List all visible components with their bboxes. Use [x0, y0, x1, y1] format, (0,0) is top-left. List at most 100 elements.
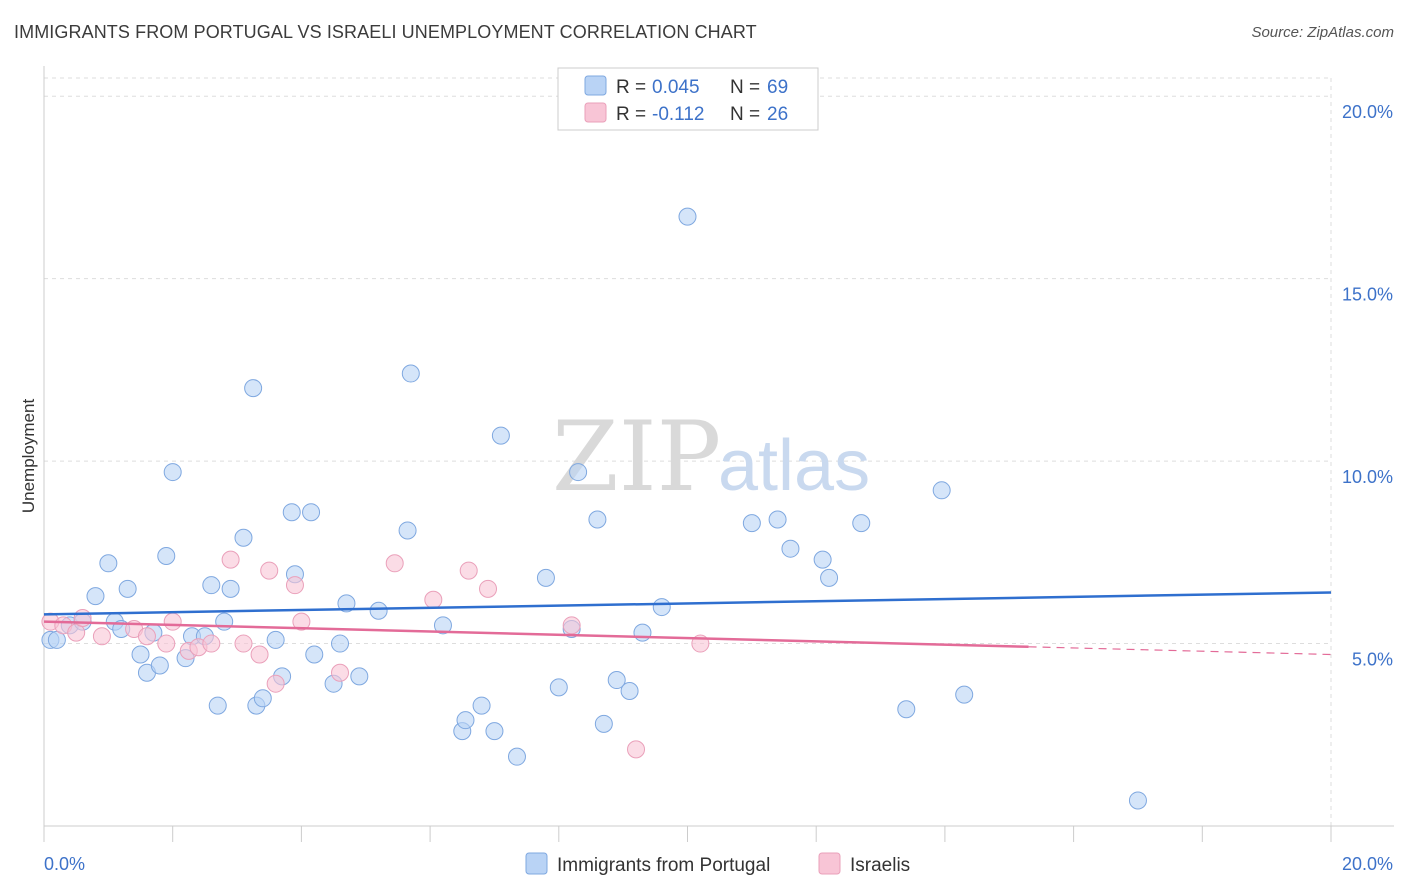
portugal-point	[472, 696, 491, 715]
israelis-point	[562, 616, 581, 635]
israelis-point	[260, 561, 279, 580]
portugal-point	[594, 714, 613, 733]
portugal-point	[742, 514, 761, 533]
portugal-point	[485, 722, 504, 741]
portugal-point	[507, 747, 526, 766]
portugal-point	[234, 528, 253, 547]
israelis-point	[285, 576, 304, 595]
portugal-point	[150, 656, 169, 675]
trend-line-israelis	[43, 620, 1029, 649]
israelis-point	[202, 634, 221, 653]
trend-lines	[43, 591, 1332, 656]
israelis-point	[157, 634, 176, 653]
legend-swatch-israelis	[584, 102, 607, 123]
israelis-point	[459, 561, 478, 580]
portugal-point	[208, 696, 227, 715]
x-tick-label: 0.0%	[44, 854, 85, 874]
portugal-point	[607, 671, 626, 690]
chart-title: IMMIGRANTS FROM PORTUGAL VS ISRAELI UNEM…	[14, 22, 757, 42]
bottom-legend-swatch-portugal	[525, 852, 548, 875]
portugal-point	[955, 685, 974, 704]
portugal-point	[99, 554, 118, 573]
portugal-point	[398, 521, 417, 540]
israelis-point	[479, 579, 498, 598]
portugal-point	[932, 481, 951, 500]
portugal-point	[781, 539, 800, 558]
portugal-point	[131, 645, 150, 664]
portugal-point	[221, 579, 240, 598]
israelis-point	[292, 612, 311, 631]
legend-r-value-israelis: -0.112	[652, 104, 704, 125]
correlation-legend: R = 0.045 N = 69 R = -0.112 N = 26	[557, 67, 819, 131]
portugal-point	[337, 594, 356, 613]
israelis-point	[221, 550, 240, 569]
israelis-point	[266, 674, 285, 693]
portugal-point	[536, 568, 555, 587]
portugal-point	[768, 510, 787, 529]
portugal-point	[302, 503, 321, 522]
portugal-point	[456, 711, 475, 730]
source-label: Source: ZipAtlas.com	[1251, 24, 1394, 41]
legend-n-label-israelis: N =	[730, 104, 760, 125]
israelis-point	[331, 663, 350, 682]
portugal-point	[266, 630, 285, 649]
legend-n-value-portugal: 69	[767, 77, 788, 98]
portugal-point	[350, 667, 369, 686]
legend-swatch-portugal	[584, 75, 607, 96]
portugal-point	[331, 634, 350, 653]
legend-r-value-portugal: 0.045	[652, 77, 700, 98]
portugal-point	[244, 379, 263, 398]
portugal-point	[852, 514, 871, 533]
watermark-atlas: atlas	[718, 426, 870, 506]
trend-line-israelis-extension	[1028, 646, 1332, 656]
portugal-point	[1128, 791, 1147, 810]
portugal-point	[588, 510, 607, 529]
bottom-legend-label-israelis: Israelis	[850, 855, 910, 876]
portugal-point	[401, 364, 420, 383]
portugal-point	[897, 700, 916, 719]
portugal-point	[620, 681, 639, 700]
y-tick-label: 15.0%	[1342, 285, 1393, 305]
x-tick-label: 20.0%	[1342, 854, 1393, 874]
portugal-point	[163, 463, 182, 482]
israelis-point	[137, 627, 156, 646]
portugal-point	[633, 623, 652, 642]
portugal-point	[118, 579, 137, 598]
x-tick-labels: 0.0% 20.0%	[44, 854, 1393, 874]
y-tick-label: 5.0%	[1352, 650, 1393, 670]
portugal-point	[253, 689, 272, 708]
portugal-point	[433, 616, 452, 635]
israelis-point	[234, 634, 253, 653]
israelis-point	[163, 612, 182, 631]
portugal-point	[282, 503, 301, 522]
portugal-point	[820, 568, 839, 587]
portugal-point	[202, 576, 221, 595]
israelis-point	[627, 740, 646, 759]
portugal-point	[491, 426, 510, 445]
legend-r-label-portugal: R =	[616, 77, 646, 98]
y-axis-label: Unemployment	[19, 399, 38, 514]
portugal-point	[813, 550, 832, 569]
portugal-point	[369, 601, 388, 620]
series-legend: Immigrants from Portugal Israelis	[525, 852, 910, 876]
israelis-point	[92, 627, 111, 646]
legend-n-value-israelis: 26	[767, 104, 788, 125]
portugal-point	[678, 207, 697, 226]
series-portugal-points	[41, 207, 1147, 810]
y-tick-label: 10.0%	[1342, 467, 1393, 487]
israelis-point	[385, 554, 404, 573]
bottom-legend-swatch-israelis	[818, 852, 841, 875]
trend-line-portugal	[43, 591, 1332, 616]
y-tick-labels: 5.0% 10.0% 15.0% 20.0%	[1342, 102, 1393, 669]
portugal-point	[569, 463, 588, 482]
portugal-point	[86, 587, 105, 606]
portugal-point	[305, 645, 324, 664]
israelis-point	[250, 645, 269, 664]
watermark-zip: ZIP	[552, 401, 721, 513]
portugal-point	[157, 546, 176, 565]
portugal-point	[652, 598, 671, 617]
legend-r-label-israelis: R =	[616, 104, 646, 125]
israelis-point	[424, 590, 443, 609]
portugal-point	[549, 678, 568, 697]
